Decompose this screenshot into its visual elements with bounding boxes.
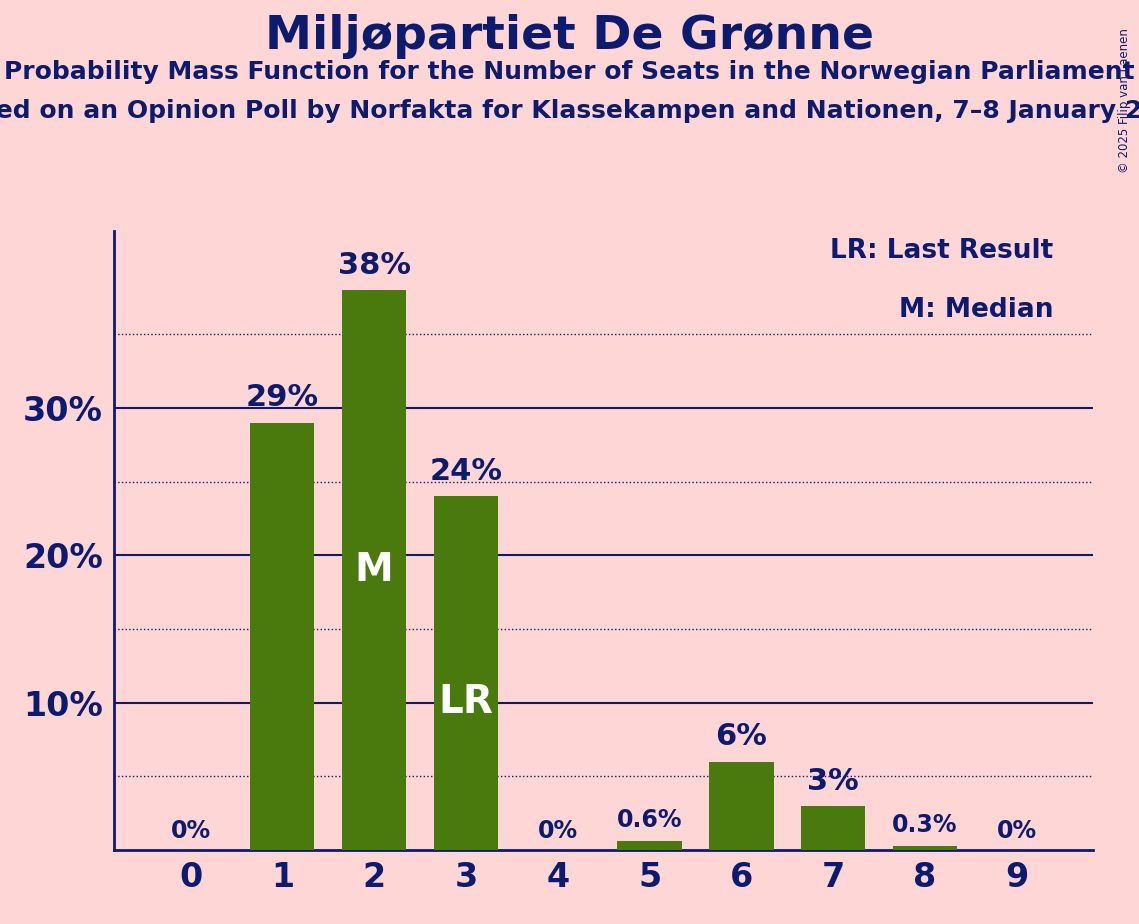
Text: 0%: 0% [171,819,211,843]
Text: 0%: 0% [997,819,1036,843]
Text: M: M [354,551,394,589]
Bar [710,761,773,850]
Text: Probability Mass Function for the Number of Seats in the Norwegian Parliament: Probability Mass Function for the Number… [5,60,1134,84]
Bar [342,290,407,850]
Text: 24%: 24% [429,457,502,486]
Text: © 2025 Filip van Laenen: © 2025 Filip van Laenen [1118,28,1131,173]
Bar [434,496,498,850]
Text: LR: LR [439,683,493,721]
Text: 3%: 3% [808,767,859,796]
Text: 6%: 6% [715,723,768,751]
Bar [251,422,314,850]
Text: Based on an Opinion Poll by Norfakta for Klassekampen and Nationen, 7–8 January : Based on an Opinion Poll by Norfakta for… [0,99,1139,123]
Bar [617,841,682,850]
Text: Miljøpartiet De Grønne: Miljøpartiet De Grønne [265,14,874,59]
Text: M: Median: M: Median [899,298,1054,323]
Text: LR: Last Result: LR: Last Result [830,238,1054,264]
Bar [801,806,866,850]
Text: 0%: 0% [538,819,577,843]
Text: 0.3%: 0.3% [892,813,958,837]
Text: 29%: 29% [246,383,319,412]
Text: 38%: 38% [337,250,411,280]
Text: 0.6%: 0.6% [617,808,682,833]
Bar [893,845,957,850]
